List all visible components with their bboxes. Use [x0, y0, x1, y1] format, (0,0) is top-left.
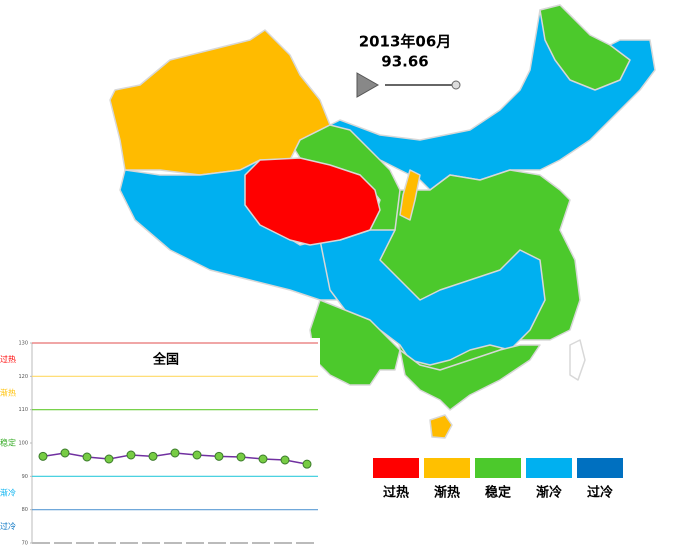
zone-label: 稳定	[0, 438, 16, 448]
y-tick-label: 130	[18, 341, 28, 347]
data-point	[236, 452, 246, 462]
legend-label: 过冷	[587, 485, 613, 501]
time-slider: 2013年06月 93.66	[356, 33, 461, 98]
legend-label: 渐冷	[536, 485, 562, 501]
y-tick-label: 80	[22, 507, 28, 513]
zone-label: 过热	[0, 354, 16, 364]
legend-label: 稳定	[485, 485, 511, 501]
chart-title: 全国	[152, 352, 179, 368]
y-tick-label: 100	[18, 441, 28, 447]
play-button[interactable]	[356, 72, 380, 98]
province[interactable]	[244, 157, 381, 246]
data-point	[192, 450, 202, 460]
data-point	[104, 454, 114, 464]
y-tick-label: 70	[22, 541, 28, 547]
data-point	[258, 454, 268, 464]
value-label: 93.66	[381, 53, 428, 71]
chart-panel	[28, 338, 320, 546]
date-label: 2013年06月	[359, 33, 452, 51]
province[interactable]	[399, 169, 421, 221]
legend-swatch	[373, 458, 419, 478]
zone-label: 渐冷	[0, 488, 16, 498]
legend: 过热 渐热 稳定 渐冷 过冷	[373, 458, 623, 501]
data-point	[148, 451, 158, 461]
data-point	[60, 448, 70, 458]
legend-swatch	[475, 458, 521, 478]
data-point	[82, 452, 92, 462]
legend-swatch	[577, 458, 623, 478]
legend-label: 渐热	[434, 485, 460, 501]
legend-swatch	[526, 458, 572, 478]
province[interactable]	[429, 414, 453, 439]
data-point	[38, 451, 48, 461]
zone-label: 渐热	[0, 388, 16, 398]
data-point	[302, 459, 312, 469]
legend-label: 过热	[383, 485, 409, 501]
y-tick-label: 120	[18, 374, 28, 380]
zone-label: 过冷	[0, 521, 16, 531]
y-tick-label: 90	[22, 474, 28, 480]
data-point	[214, 451, 224, 461]
slider-knob[interactable]	[451, 80, 461, 90]
legend-swatch	[424, 458, 470, 478]
data-point	[170, 448, 180, 458]
data-point	[126, 450, 136, 460]
y-tick-label: 110	[18, 407, 28, 413]
data-point	[280, 455, 290, 465]
province[interactable]	[539, 4, 631, 91]
china-map	[109, 4, 656, 439]
province[interactable]	[399, 344, 541, 411]
province[interactable]	[569, 339, 586, 381]
